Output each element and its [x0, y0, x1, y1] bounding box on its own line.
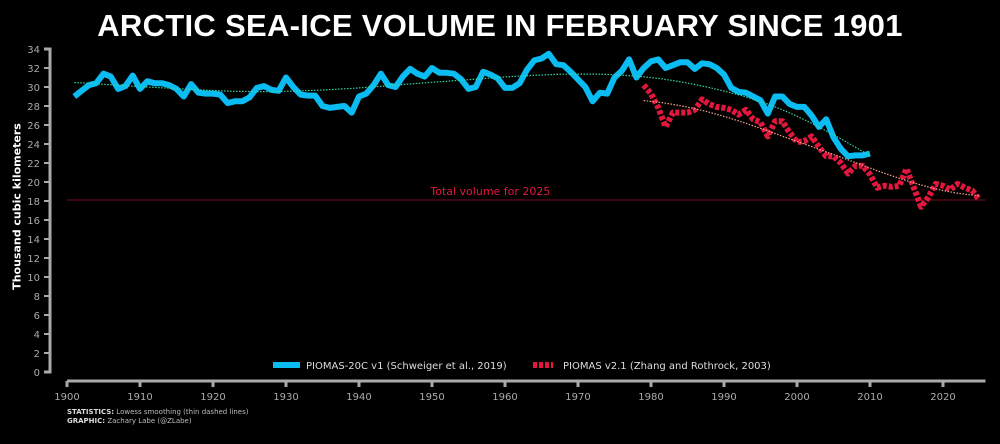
y-tick-label: 32: [27, 64, 40, 75]
legend-label-1: PIOMAS v2.1 (Zhang and Rothrock, 2003): [563, 361, 771, 372]
x-tick-label: 1970: [565, 392, 590, 403]
x-tick-label: 1980: [638, 392, 663, 403]
y-tick-label: 30: [27, 83, 40, 94]
graphic-label: GRAPHIC:: [67, 417, 106, 425]
y-tick-label: 10: [27, 273, 40, 284]
y-tick-label: 28: [27, 102, 40, 113]
x-tick-label: 1900: [54, 392, 79, 403]
statistics-text: Lowess smoothing (thin dashed lines): [116, 408, 249, 416]
legend: PIOMAS-20C v1 (Schweiger et al., 2019) PI…: [273, 361, 771, 372]
y-tick-label: 2: [34, 349, 40, 360]
y-tick-label: 16: [27, 216, 40, 227]
x-tick-label: 2000: [784, 392, 809, 403]
y-tick-label: 18: [27, 197, 40, 208]
series-line-0: [72, 50, 871, 160]
x-tick-label: 2010: [857, 392, 882, 403]
x-tick-label: 2020: [930, 392, 955, 403]
x-tick-label: 1910: [127, 392, 152, 403]
reference-line-label: Total volume for 2025: [429, 185, 550, 198]
chart-title: ARCTIC SEA-ICE VOLUME IN FEBRUARY SINCE …: [97, 8, 903, 43]
y-tick-label: 0: [34, 368, 40, 379]
x-tick-label: 1930: [273, 392, 298, 403]
y-tick-label: 6: [34, 311, 40, 322]
legend-label-0: PIOMAS-20C v1 (Schweiger et al., 2019): [306, 361, 507, 372]
credits: STATISTICS: Lowess smoothing (thin dashe…: [67, 408, 249, 426]
y-tick-label: 34: [27, 45, 40, 56]
x-tick-label: 1940: [346, 392, 371, 403]
y-tick-label: 26: [27, 121, 40, 132]
y-tick-label: 22: [27, 159, 40, 170]
y-tick-label: 24: [27, 140, 40, 151]
x-tick-label: 1920: [200, 392, 225, 403]
smooth-line-0: [74, 73, 871, 157]
x-tick-label: 1960: [492, 392, 517, 403]
smooth-line-1: [643, 100, 980, 197]
graphic-text: Zachary Labe (@ZLabe): [107, 417, 192, 425]
y-tick-label: 12: [27, 254, 40, 265]
x-tick-label: 1950: [419, 392, 444, 403]
statistics-label: STATISTICS:: [67, 408, 115, 416]
y-tick-label: 14: [27, 235, 40, 246]
y-tick-label: 8: [34, 292, 40, 303]
series-0: [72, 50, 871, 160]
y-tick-label: 4: [34, 330, 40, 341]
x-tick-label: 1990: [711, 392, 736, 403]
series-line-1: [641, 83, 982, 210]
y-tick-label: 20: [27, 178, 40, 189]
series-1: [641, 83, 982, 210]
y-axis-line: [44, 47, 52, 374]
